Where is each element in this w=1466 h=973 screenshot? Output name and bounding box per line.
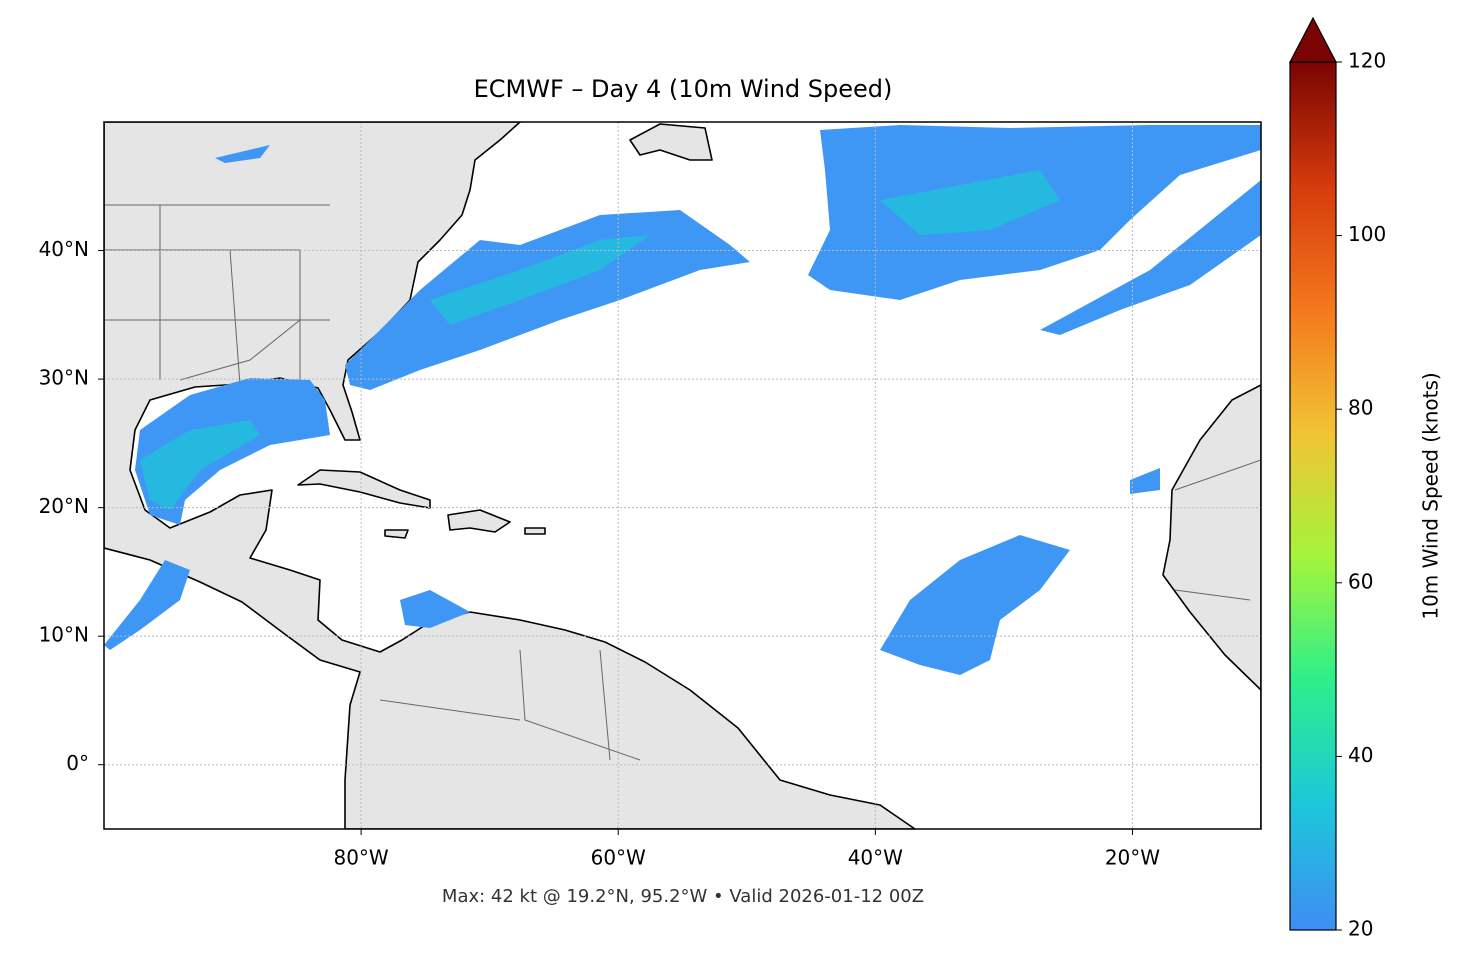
borders [104,204,1261,761]
jamaica [384,529,409,539]
colorbar-tick-label: 40 [1348,743,1373,767]
newfoundland [629,123,713,161]
y-tick-label: 20°N [39,494,89,518]
wind-field [104,125,1261,675]
x-tick-label: 20°W [1105,846,1160,870]
y-tick-label: 40°N [39,237,89,261]
x-tick-label: 40°W [848,846,903,870]
map-frame [103,121,1262,830]
colorbar-tick-label: 80 [1348,396,1373,420]
y-tick-label: 10°N [39,623,89,647]
americas [104,122,916,829]
colorbar-tick-label: 60 [1348,569,1373,593]
hispaniola [447,509,511,533]
gridlines [104,122,1261,829]
x-tick-label: 80°W [333,846,388,870]
colorbar-label: 10m Wind Speed (knots) [1419,372,1443,619]
colorbar-extend [1289,16,1337,63]
colorbar-tick-label: 100 [1348,222,1386,246]
colorbar-tick-label: 20 [1348,917,1373,941]
colorbar: 20 40 60 80 100 120 [1289,16,1386,941]
y-tick-label: 0° [66,751,89,775]
footer-note: Max: 42 kt @ 19.2°N, 95.2°W • Valid 2026… [442,886,924,907]
colorbar-scale [1289,61,1337,931]
africa [1162,384,1261,829]
y-tick-label: 30°N [39,366,89,390]
map-area [104,122,1261,829]
colorbar-tick-label: 120 [1348,49,1386,73]
cuba [297,469,431,509]
x-tick-label: 60°W [591,846,646,870]
map-title: ECMWF – Day 4 (10m Wind Speed) [474,75,893,103]
puerto-rico [524,527,546,535]
